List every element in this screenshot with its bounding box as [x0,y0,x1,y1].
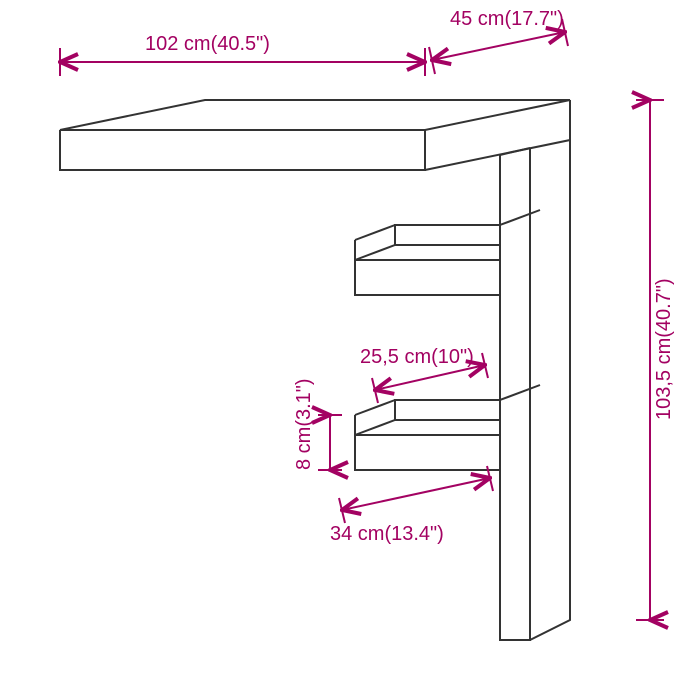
dim-shelf-outer-width: 34 cm(13.4") [330,523,444,545]
dim-shelf-inner-width: 25,5 cm(10") [360,346,474,368]
furniture-outline [60,100,570,640]
dim-height-right: 103,5 cm(40.7") [653,278,675,420]
dim-depth-top: 45 cm(17.7") [450,8,564,30]
dimension-diagram: 102 cm(40.5") 45 cm(17.7") 103,5 cm(40.7… [0,0,700,700]
dim-shelf-height: 8 cm(3.1") [293,378,315,470]
dim-width-top: 102 cm(40.5") [145,33,270,55]
